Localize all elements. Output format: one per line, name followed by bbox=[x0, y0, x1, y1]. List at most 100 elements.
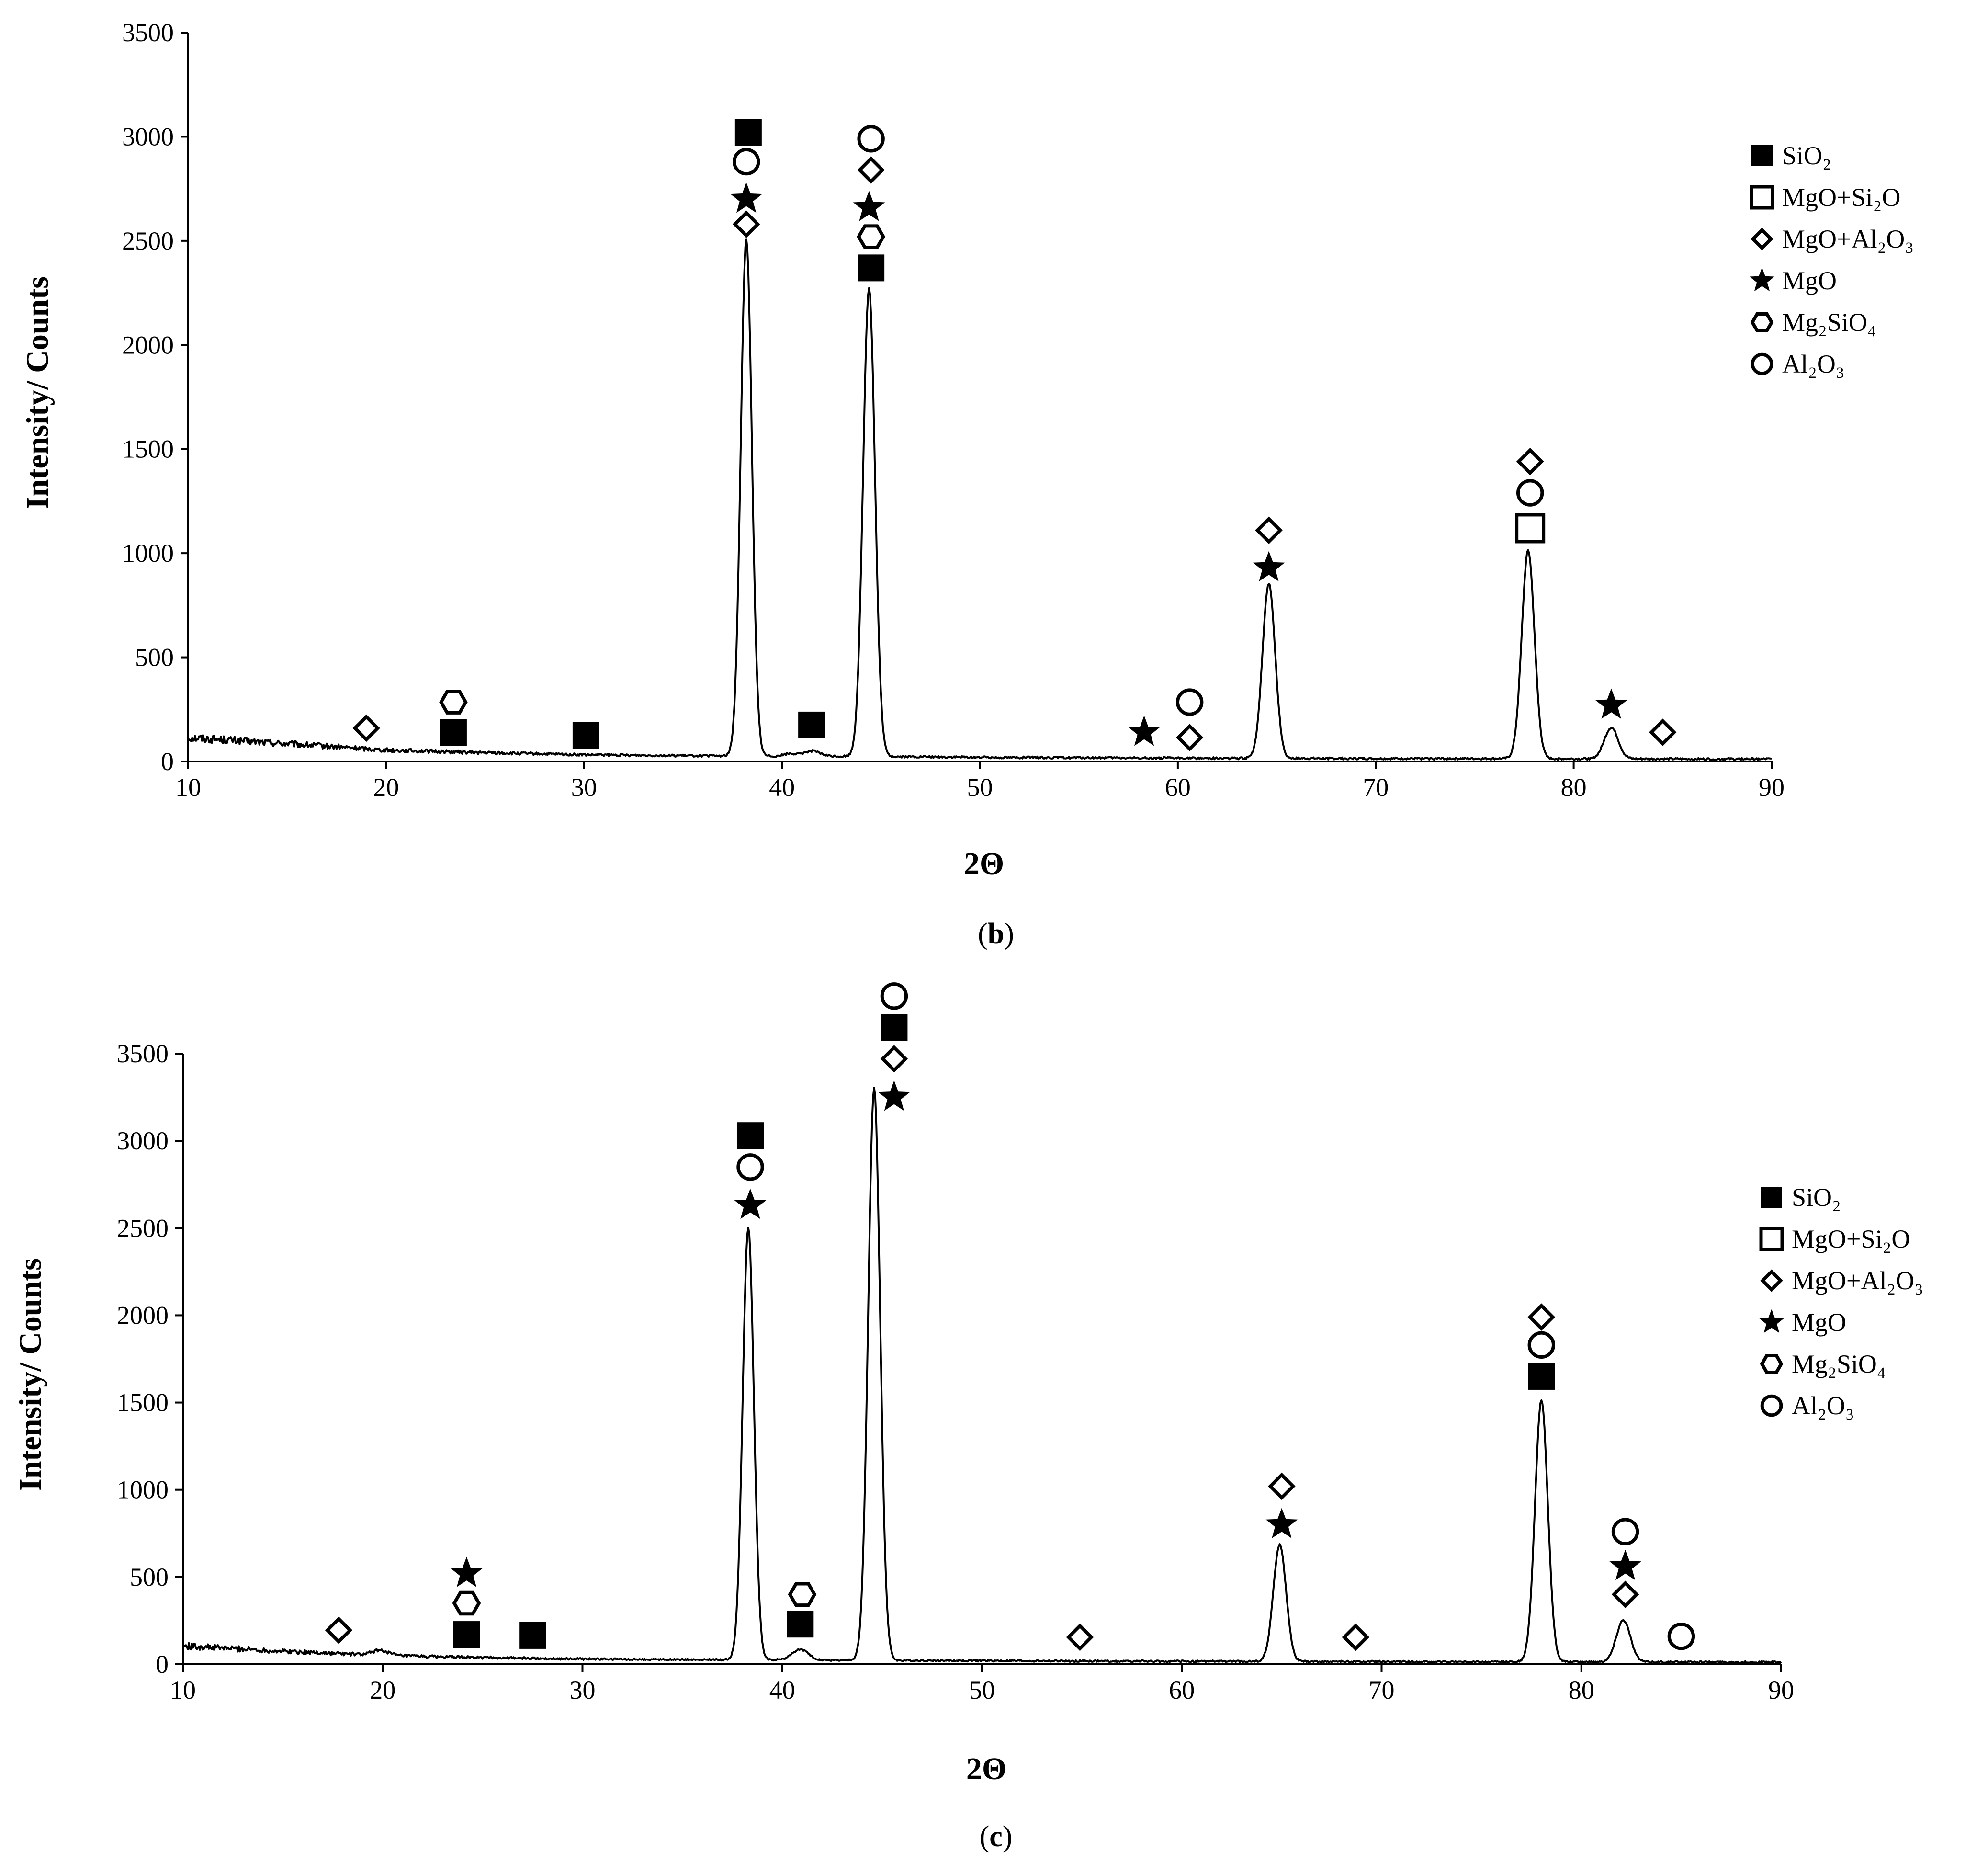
panel-c-x-tick-label: 20 bbox=[370, 1676, 395, 1704]
panel-c-trace-group bbox=[182, 1087, 1782, 1664]
panel-c-marker-open-circle bbox=[736, 1153, 764, 1181]
panel-c-marker-filled-star bbox=[734, 1188, 767, 1219]
panel-b-marker-open-circle bbox=[857, 125, 885, 153]
panel-b-x-tick-label: 90 bbox=[1759, 773, 1785, 802]
panel-c-legend-filled-star-icon bbox=[1759, 1309, 1785, 1333]
panel-c-x-tick-label: 40 bbox=[769, 1676, 795, 1704]
panel-b-xrd-trace bbox=[187, 238, 1772, 761]
panel-b-marker-open-diamond bbox=[857, 156, 885, 184]
panel-b-marker-open-diamond bbox=[1649, 718, 1677, 746]
panel-c-y-tick-label: 3500 bbox=[117, 1039, 169, 1068]
panel-b-y-tick-label: 1500 bbox=[122, 435, 174, 464]
panel-c-marker-open-diamond bbox=[1527, 1303, 1556, 1331]
panel-c-x-tick-label: 10 bbox=[170, 1676, 196, 1704]
panel-c-legend-item: MgO+Al₂O₃ bbox=[1760, 1266, 1923, 1295]
panel-b-x-axis-title: 2Θ bbox=[964, 846, 1004, 881]
panel-b-legend-open-circle-icon bbox=[1751, 352, 1773, 375]
panel-b-y-tick-label: 2500 bbox=[122, 227, 174, 255]
panel-b-y-tick-label: 1000 bbox=[122, 539, 174, 568]
panel-b-y-axis-title: Intensity/ Counts bbox=[20, 276, 55, 509]
panel-c-caption: (c) bbox=[980, 1820, 1013, 1853]
panel-c-legend-item: Mg₂SiO₄ bbox=[1760, 1350, 1886, 1378]
panel-c-marker-filled-square bbox=[1528, 1363, 1555, 1390]
panel-b-marker-open-hexagon bbox=[857, 224, 885, 249]
panel-b-legend-open-hexagon-icon bbox=[1750, 312, 1774, 332]
panel-c: 10 20 30 40 50 60 70 80 90 0 500 1000 1500 2000 2500 30… bbox=[13, 982, 1923, 1853]
panel-c-y-tick-label: 2000 bbox=[117, 1301, 169, 1329]
panel-b-marker-filled-square bbox=[734, 119, 762, 146]
panel-c-marker-filled-star bbox=[451, 1556, 483, 1587]
panel-c-y-tick-label: 3000 bbox=[117, 1126, 169, 1155]
panel-b-marker-open-diamond bbox=[1255, 516, 1283, 545]
panel-b-marker-open-hexagon bbox=[439, 690, 468, 715]
panel-b-y-tick-label: 500 bbox=[135, 643, 174, 672]
panel-c-legend-item: Al₂O₃ bbox=[1760, 1391, 1854, 1420]
panel-b-legend-label: MgO bbox=[1782, 266, 1837, 295]
panel-b-marker-filled-square bbox=[798, 711, 825, 738]
panel-c-x-tick-label: 30 bbox=[570, 1676, 596, 1704]
panel-c-legend-item: MgO+Si₂O bbox=[1759, 1225, 1910, 1253]
panel-b-legend-item: MgO+Si₂O bbox=[1750, 183, 1900, 212]
panel-b-legend-item: Al₂O₃ bbox=[1751, 350, 1845, 378]
panel-b-marker-filled-square bbox=[440, 719, 467, 746]
panel-c-y-axis-title: Intensity/ Counts bbox=[13, 1258, 48, 1491]
panel-c-legend: SiO₂ MgO+Si₂O MgO+Al₂O₃ MgO Mg₂SiO₄ Al₂O₃ bbox=[1759, 1183, 1923, 1420]
panel-c-y-tick-label: 2500 bbox=[117, 1214, 169, 1242]
panel-c-legend-label: Mg₂SiO₄ bbox=[1792, 1350, 1886, 1378]
panel-b-marker-filled-star bbox=[1595, 688, 1627, 719]
panel-b-legend: SiO₂ MgO+Si₂O MgO+Al₂O₃ MgO Mg₂SiO₄ Al₂O₃ bbox=[1749, 141, 1914, 378]
panel-b-marker-filled-square bbox=[858, 254, 885, 282]
panel-b: 10 20 30 40 50 60 70 80 90 0 500 1000 1500 2000 2500 30… bbox=[20, 18, 1914, 950]
panel-b-legend-label: MgO+Al₂O₃ bbox=[1782, 225, 1914, 253]
panel-c-marker-open-circle bbox=[880, 982, 908, 1010]
panel-b-y-tick-label: 3000 bbox=[122, 122, 174, 151]
panel-c-marker-open-diamond bbox=[325, 1616, 353, 1644]
panel-c-x-tick-label: 50 bbox=[969, 1676, 995, 1704]
panel-c-legend-open-circle-icon bbox=[1760, 1394, 1783, 1417]
panel-c-marker-filled-square bbox=[519, 1622, 546, 1649]
panel-c-x-tick-label: 70 bbox=[1369, 1676, 1395, 1704]
panel-b-caption: (b) bbox=[978, 918, 1014, 950]
panel-b-legend-item: Mg₂SiO₄ bbox=[1750, 308, 1876, 337]
panel-c-x-axis-title: 2Θ bbox=[966, 1751, 1006, 1786]
panel-c-legend-label: MgO+Si₂O bbox=[1792, 1225, 1910, 1253]
panel-b-x-tick-label: 80 bbox=[1561, 773, 1587, 802]
panel-c-marker-filled-star bbox=[1265, 1508, 1298, 1538]
panel-b-marker-filled-star bbox=[1128, 716, 1160, 746]
panel-c-legend-label: MgO+Al₂O₃ bbox=[1792, 1266, 1923, 1295]
panel-c-marker-filled-square bbox=[787, 1611, 814, 1638]
panel-b-legend-item: MgO+Al₂O₃ bbox=[1751, 225, 1914, 253]
panel-b-x-tick-label: 70 bbox=[1363, 773, 1389, 802]
panel-c-marker-open-hexagon bbox=[788, 1582, 817, 1607]
panel-c-marker-open-diamond bbox=[880, 1045, 908, 1073]
panel-c-marker-filled-star bbox=[878, 1080, 910, 1111]
panel-b-marker-open-circle bbox=[733, 148, 760, 176]
panel-b-legend-open-diamond-icon bbox=[1751, 227, 1773, 250]
panel-b-legend-filled-star-icon bbox=[1749, 267, 1775, 292]
panel-c-y-tick-label: 500 bbox=[130, 1563, 169, 1591]
panel-c-marker-open-diamond bbox=[1268, 1472, 1296, 1500]
panel-b-markers bbox=[352, 119, 1677, 751]
panel-b-y-tick-label: 3500 bbox=[122, 18, 174, 47]
panel-b-marker-filled-square bbox=[572, 722, 599, 749]
panel-c-marker-filled-star bbox=[1609, 1550, 1641, 1580]
panel-b-legend-label: SiO₂ bbox=[1782, 141, 1831, 170]
panel-b-marker-open-diamond bbox=[352, 714, 380, 742]
panel-b-x-tick-label: 30 bbox=[571, 773, 597, 802]
panel-b-legend-label: MgO+Si₂O bbox=[1782, 183, 1900, 212]
panel-c-x-tick-label: 80 bbox=[1569, 1676, 1594, 1704]
panel-c-x-tick-label: 60 bbox=[1169, 1676, 1195, 1704]
panel-c-marker-filled-square bbox=[736, 1122, 764, 1149]
panel-c-marker-open-diamond bbox=[1611, 1580, 1639, 1609]
panel-c-legend-open-diamond-icon bbox=[1760, 1269, 1783, 1292]
panel-b-x-tick-label: 60 bbox=[1165, 773, 1191, 802]
panel-b-marker-open-square bbox=[1515, 513, 1546, 544]
panel-b-y-tick-label: 2000 bbox=[122, 330, 174, 359]
panel-b-legend-open-square-icon bbox=[1750, 185, 1774, 210]
panel-b-marker-open-circle bbox=[1175, 688, 1204, 716]
panel-c-x-tick-label: 90 bbox=[1768, 1676, 1794, 1704]
panel-c-y-tick-label: 0 bbox=[156, 1650, 169, 1679]
panel-c-marker-open-circle bbox=[1527, 1331, 1556, 1359]
panel-b-legend-filled-square-icon bbox=[1751, 145, 1773, 166]
panel-b-marker-filled-star bbox=[853, 191, 885, 221]
